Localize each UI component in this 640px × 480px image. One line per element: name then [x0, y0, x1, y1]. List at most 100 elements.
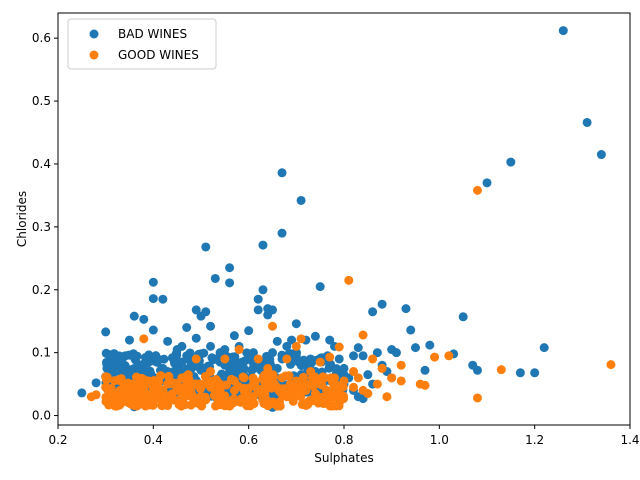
- bad-wine-point: [291, 351, 301, 361]
- x-tick-label: 1.2: [525, 433, 544, 447]
- bad-wine-point: [315, 282, 325, 292]
- bad-wine-point: [310, 331, 320, 341]
- bad-wine-point: [368, 307, 378, 317]
- good-wine-point: [284, 371, 294, 381]
- good-wine-point: [301, 385, 311, 395]
- good-wine-point: [177, 392, 187, 402]
- x-tick-label: 1.0: [430, 433, 449, 447]
- good-wine-point: [344, 275, 354, 285]
- bad-wine-point: [425, 340, 435, 350]
- good-wine-point: [220, 354, 230, 364]
- good-wine-point: [134, 398, 144, 408]
- good-wine-point: [396, 360, 406, 370]
- good-wine-point: [301, 379, 311, 389]
- legend-marker-good-wines: [89, 50, 99, 60]
- x-tick-label: 0.8: [334, 433, 353, 447]
- good-wine-point: [148, 399, 158, 409]
- good-wine-point: [248, 392, 258, 402]
- good-wine-point: [294, 383, 304, 393]
- x-tick-label: 0.6: [239, 433, 258, 447]
- good-wine-point: [239, 385, 249, 395]
- good-wine-point: [234, 345, 244, 355]
- bad-wine-point: [268, 348, 277, 358]
- good-wine-point: [282, 392, 292, 402]
- good-wine-point: [349, 382, 359, 392]
- good-wine-point: [129, 392, 139, 402]
- bad-wine-point: [244, 326, 254, 336]
- bad-wine-point: [248, 348, 258, 358]
- bad-wine-point: [253, 305, 263, 315]
- good-wine-point: [339, 376, 349, 386]
- bad-wine-point: [363, 370, 373, 380]
- bad-wine-point: [263, 357, 273, 367]
- good-wine-point: [368, 354, 378, 364]
- good-wine-point: [206, 382, 216, 392]
- bad-wine-point: [406, 325, 416, 335]
- good-wine-point: [248, 379, 258, 389]
- good-wine-point: [353, 373, 363, 383]
- good-wine-point: [358, 330, 368, 340]
- y-axis-label: Chlorides: [15, 191, 29, 247]
- good-wine-point: [287, 385, 297, 395]
- bad-wine-point: [144, 357, 154, 367]
- good-wine-point: [297, 399, 307, 409]
- good-wines-points: [86, 185, 616, 411]
- bad-wine-point: [332, 364, 342, 374]
- bad-wine-point: [268, 305, 277, 315]
- good-wine-point: [110, 401, 120, 411]
- y-tick-label: 0.2: [32, 283, 51, 297]
- good-wine-point: [358, 385, 368, 395]
- bad-wine-point: [129, 352, 139, 362]
- bad-wine-point: [148, 277, 158, 287]
- bad-wine-point: [582, 117, 592, 127]
- y-tick-label: 0.1: [32, 346, 51, 360]
- bad-wine-point: [106, 351, 116, 361]
- good-wine-point: [263, 363, 273, 373]
- good-wine-point: [158, 392, 168, 402]
- good-wine-point: [158, 385, 168, 395]
- good-wine-point: [101, 382, 111, 392]
- bad-wine-point: [158, 363, 168, 373]
- bad-wine-point: [153, 354, 163, 364]
- bad-wine-point: [401, 304, 411, 314]
- good-wine-point: [313, 398, 323, 408]
- good-wine-point: [296, 334, 306, 344]
- bad-wine-point: [225, 367, 235, 377]
- bad-wine-point: [539, 343, 549, 353]
- bad-wine-point: [201, 242, 211, 252]
- good-wine-point: [382, 392, 392, 402]
- bad-wine-point: [325, 335, 335, 345]
- good-wine-point: [315, 357, 325, 367]
- bad-wine-point: [420, 365, 430, 375]
- axis-ticks: 0.2 0.4 0.6 0.8 1.0 1.2 1.4 0.0 0.1 0.2 0.3 0.4 0.5 0…: [32, 31, 640, 447]
- good-wine-point: [430, 352, 440, 362]
- x-tick-label: 0.4: [144, 433, 163, 447]
- bad-wine-point: [282, 341, 292, 351]
- good-wine-point: [167, 395, 177, 405]
- bad-wine-point: [482, 178, 492, 188]
- good-wine-point: [129, 379, 139, 389]
- bad-wine-point: [206, 341, 216, 351]
- bad-wine-point: [277, 168, 287, 178]
- good-wine-point: [325, 352, 335, 362]
- bad-wine-point: [377, 299, 387, 309]
- good-wine-point: [229, 395, 239, 405]
- bad-wine-point: [167, 353, 177, 363]
- bad-wine-point: [291, 319, 301, 329]
- good-wine-point: [268, 372, 278, 382]
- bad-wine-point: [229, 331, 239, 341]
- bad-wine-point: [158, 294, 168, 304]
- good-wine-point: [215, 379, 225, 389]
- good-wine-point: [101, 372, 111, 382]
- y-tick-label: 0.3: [32, 220, 51, 234]
- good-wine-point: [229, 385, 239, 395]
- bad-wine-point: [91, 378, 101, 388]
- bad-wine-point: [210, 273, 220, 283]
- bad-wine-point: [77, 388, 87, 398]
- bad-wine-point: [125, 335, 134, 345]
- good-wine-point: [265, 379, 275, 389]
- good-wine-point: [215, 392, 225, 402]
- y-tick-label: 0.6: [32, 31, 51, 45]
- bad-wine-point: [258, 285, 268, 295]
- bad-wine-point: [191, 305, 201, 315]
